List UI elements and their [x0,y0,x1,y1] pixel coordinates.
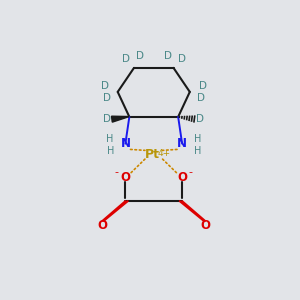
Text: 4+: 4+ [158,149,171,158]
Text: D: D [136,51,144,61]
Text: D: D [178,54,186,64]
Text: -: - [115,167,119,177]
Text: H: H [106,134,113,144]
Text: O: O [98,219,108,232]
Text: D: D [196,114,204,124]
Text: O: O [200,219,210,232]
Text: D: D [103,114,111,124]
Text: D: D [197,93,205,103]
Text: Pt: Pt [144,148,159,161]
Text: D: D [199,81,207,91]
Text: D: D [122,54,130,64]
Text: O: O [177,171,187,184]
Text: N: N [177,137,187,150]
Text: D: D [164,51,172,61]
Text: N: N [120,137,130,150]
Text: H: H [194,134,202,144]
Text: D: D [101,81,109,91]
Text: -: - [189,167,193,177]
Text: O: O [120,171,130,184]
Polygon shape [112,116,129,122]
Text: D: D [103,93,111,103]
Text: H: H [106,146,114,156]
Text: H: H [194,146,201,156]
